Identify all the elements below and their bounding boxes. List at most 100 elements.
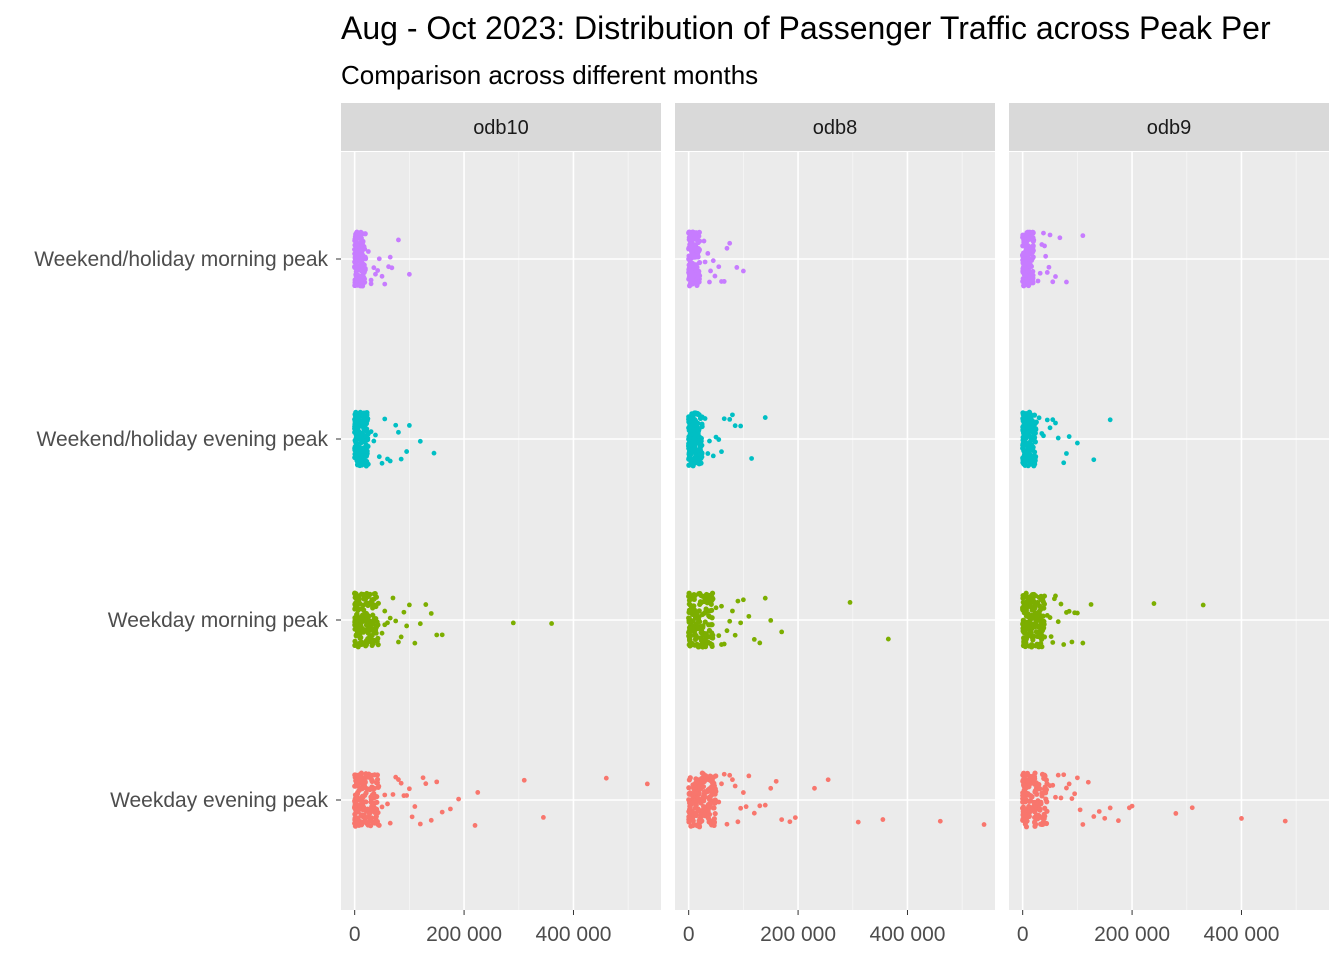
data-point [1066, 608, 1072, 614]
panel-odb10: odb10 0 200 000 400 000 [341, 103, 661, 946]
data-point [1032, 820, 1038, 826]
data-point [404, 793, 410, 798]
data-point [1069, 639, 1075, 645]
data-point [412, 804, 418, 809]
data-point [358, 279, 364, 285]
data-point [406, 423, 412, 428]
data-point [724, 245, 730, 251]
data-point [1025, 463, 1031, 469]
data-point [711, 805, 717, 811]
data-point [1053, 420, 1058, 426]
data-point [374, 799, 380, 805]
series-weekend-holiday-evening-peak [1020, 409, 1113, 469]
data-point [357, 802, 363, 808]
data-point [768, 785, 774, 791]
data-point [743, 804, 749, 810]
data-point [706, 592, 712, 598]
data-point [1037, 806, 1043, 812]
data-point [374, 794, 380, 800]
data-point [1039, 632, 1045, 638]
data-point [709, 597, 715, 603]
data-point [356, 256, 362, 262]
data-point [735, 598, 741, 604]
data-point [1020, 434, 1026, 440]
data-point [1039, 793, 1045, 799]
data-point [1080, 233, 1086, 239]
data-point [690, 603, 696, 609]
data-point [1024, 772, 1030, 778]
data-point [376, 454, 382, 460]
data-point [686, 256, 692, 262]
data-point [398, 456, 404, 462]
data-point [409, 814, 415, 820]
data-point [687, 280, 694, 287]
facet-strip [341, 103, 661, 151]
data-point [375, 600, 381, 606]
data-point [757, 640, 763, 646]
data-point [700, 644, 706, 650]
data-point [727, 240, 733, 246]
data-point [721, 771, 727, 777]
data-point [398, 780, 404, 786]
data-point [1039, 431, 1045, 436]
data-point [686, 629, 692, 636]
data-point [686, 597, 693, 603]
data-point [364, 458, 370, 465]
data-point [1043, 253, 1049, 259]
data-point [1038, 821, 1044, 827]
data-point [1022, 811, 1028, 818]
data-point [352, 772, 358, 778]
data-point [1151, 601, 1157, 606]
data-point [696, 461, 702, 467]
data-point [1064, 451, 1069, 456]
data-point [712, 791, 718, 797]
data-point [1173, 811, 1179, 816]
data-point [352, 626, 358, 632]
data-point [369, 777, 375, 784]
data-point [370, 612, 376, 618]
data-point [355, 430, 361, 436]
data-point [700, 783, 707, 790]
data-point [357, 600, 363, 607]
data-point [740, 268, 746, 274]
data-point [689, 274, 696, 280]
data-point [699, 818, 705, 824]
data-point [1050, 417, 1056, 423]
data-point [1077, 807, 1083, 813]
data-point [713, 605, 719, 611]
data-point [1026, 615, 1033, 621]
data-point [1027, 425, 1034, 431]
data-point [773, 778, 779, 784]
y-tick-label: Weekday evening peak [110, 789, 328, 812]
data-point [730, 412, 735, 418]
data-point [693, 776, 699, 782]
data-point [1044, 808, 1050, 814]
data-point [368, 823, 374, 829]
data-point [1036, 415, 1042, 421]
data-point [1069, 796, 1075, 801]
data-point [1053, 274, 1058, 279]
data-point [357, 787, 363, 793]
data-point [721, 416, 727, 422]
data-point [692, 254, 699, 260]
data-point [439, 632, 445, 638]
data-point [353, 271, 359, 277]
data-point [707, 279, 712, 285]
y-tick-label: Weekday morning peak [108, 609, 329, 632]
data-point [698, 780, 704, 786]
data-point [355, 607, 361, 613]
data-point [423, 781, 429, 787]
data-point [689, 609, 695, 615]
data-point [1020, 607, 1026, 613]
data-point [1030, 243, 1036, 249]
data-point [398, 634, 404, 640]
data-point [362, 265, 368, 272]
data-point [1064, 785, 1069, 791]
panel-background [675, 152, 995, 910]
data-point [1050, 279, 1056, 285]
data-point [1031, 774, 1038, 780]
data-point [708, 797, 714, 803]
data-point [727, 618, 733, 624]
data-point [368, 429, 374, 435]
data-point [1052, 596, 1057, 602]
